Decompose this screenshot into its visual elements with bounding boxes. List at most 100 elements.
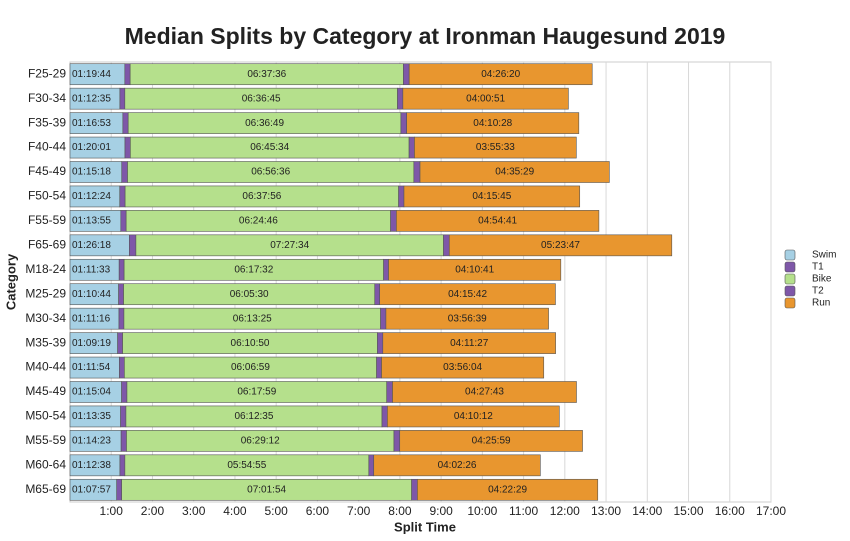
bar-segment [419, 161, 610, 183]
data-label: 04:15:42 [448, 289, 487, 300]
y-tick-label: F40-44 [28, 140, 66, 154]
x-tick-label: 13:00 [591, 504, 621, 518]
bar-segment [448, 234, 673, 257]
data-label: 06:36:49 [245, 118, 284, 129]
data-label: 06:37:36 [247, 69, 286, 80]
bar-segment [118, 307, 125, 330]
bar-segment [403, 63, 410, 86]
bar-segment [381, 356, 545, 379]
data-label: 06:56:36 [251, 167, 290, 178]
x-tick-label: 14:00 [632, 504, 662, 518]
bar-segment [377, 332, 384, 354]
bar-segment [124, 63, 131, 86]
data-label: 01:15:18 [72, 167, 111, 178]
bar-segment [397, 87, 404, 110]
data-label: 01:20:01 [72, 142, 111, 153]
y-tick-label: F65-69 [28, 238, 66, 252]
bar-segment [406, 112, 580, 134]
data-label: 06:37:56 [242, 191, 281, 202]
y-tick-label: F35-39 [28, 115, 66, 129]
bar-segment [120, 405, 127, 428]
x-tick-label: 17:00 [756, 504, 786, 518]
bar-segment [381, 405, 388, 428]
x-tick-label: 12:00 [550, 504, 580, 518]
bar-segment [373, 454, 541, 477]
y-tick-label: M65-69 [25, 482, 66, 496]
bar-segment [121, 161, 128, 183]
y-tick-label: F30-34 [28, 91, 66, 105]
bar-segment [118, 283, 124, 306]
y-tick-label: M45-49 [25, 384, 66, 398]
x-tick-label: 5:00 [264, 504, 288, 518]
legend-swatch [784, 273, 796, 285]
bar-segment [376, 356, 382, 379]
legend-swatch [784, 249, 796, 261]
y-tick-label: F55-59 [28, 213, 66, 227]
data-label: 01:11:16 [72, 313, 111, 324]
bar-segment [380, 307, 387, 330]
bar-segment [443, 234, 450, 257]
bar-segment [120, 210, 127, 232]
data-label: 04:10:12 [454, 411, 493, 422]
bar-segment [121, 381, 128, 403]
bar-segment [400, 112, 407, 134]
bar-segment [368, 454, 375, 477]
x-tick-label: 7:00 [347, 504, 371, 518]
legend-swatch [784, 261, 796, 273]
bar-segment [393, 430, 401, 452]
data-label: 01:16:53 [72, 118, 111, 129]
bar-segment [119, 185, 126, 208]
y-tick-label: M18-24 [25, 262, 66, 276]
bar-segment [408, 63, 593, 86]
y-tick-label: M30-34 [25, 311, 66, 325]
bar-segment [411, 478, 418, 501]
data-label: 07:01:54 [247, 484, 286, 495]
bar-segment [386, 381, 393, 403]
data-label: 06:17:32 [234, 264, 273, 275]
data-label: 01:11:54 [72, 362, 111, 373]
data-label: 06:06:59 [231, 362, 270, 373]
data-label: 04:15:45 [472, 191, 511, 202]
legend-label: Swim [812, 250, 836, 261]
y-tick-label: M40-44 [25, 360, 66, 374]
bar-segment [413, 161, 421, 183]
bar-segment [116, 478, 122, 501]
y-tick-label: M25-29 [25, 286, 66, 300]
data-label: 03:55:33 [476, 142, 515, 153]
data-label: 04:35:29 [495, 167, 534, 178]
bar-segment [396, 210, 600, 232]
x-tick-label: 9:00 [429, 504, 453, 518]
x-tick-label: 2:00 [141, 504, 165, 518]
bar-segment [392, 381, 577, 403]
data-label: 01:13:35 [72, 411, 111, 422]
x-tick-label: 6:00 [306, 504, 330, 518]
data-label: 04:00:51 [466, 93, 505, 104]
data-label: 04:22:29 [488, 484, 527, 495]
data-label: 01:12:24 [72, 191, 111, 202]
bar-segment [382, 332, 556, 354]
data-label: 04:10:41 [455, 264, 494, 275]
bar-segment [390, 210, 397, 232]
legend-swatch [784, 285, 796, 297]
y-tick-label: F25-29 [28, 66, 66, 80]
legend-label: T2 [812, 286, 824, 297]
data-label: 01:10:44 [72, 289, 111, 300]
bar-segment [374, 283, 381, 306]
legend-swatch [784, 297, 796, 309]
data-label: 03:56:39 [448, 313, 487, 324]
x-tick-label: 1:00 [100, 504, 124, 518]
data-label: 01:13:55 [72, 216, 111, 227]
x-tick-label: 3:00 [182, 504, 206, 518]
data-label: 04:26:20 [481, 69, 520, 80]
data-label: 06:45:34 [250, 142, 289, 153]
data-label: 03:56:04 [443, 362, 482, 373]
data-label: 06:17:59 [237, 387, 276, 398]
y-tick-label: F45-49 [28, 164, 66, 178]
y-tick-label: F50-54 [28, 189, 66, 203]
bar-segment [414, 136, 577, 159]
data-label: 04:10:28 [473, 118, 512, 129]
data-label: 01:15:04 [72, 387, 111, 398]
data-label: 04:25:59 [472, 436, 511, 447]
data-label: 06:12:35 [234, 411, 273, 422]
